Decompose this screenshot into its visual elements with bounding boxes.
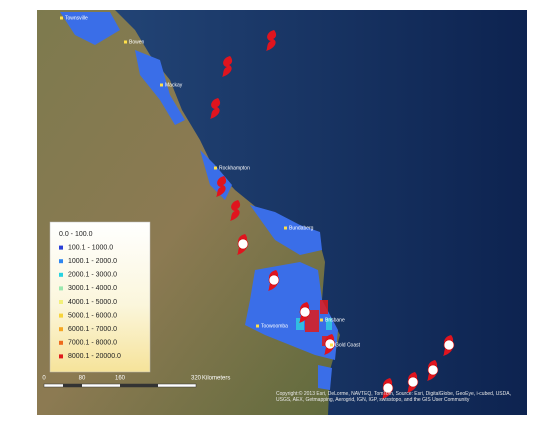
legend-box	[49, 221, 151, 373]
place-labels: Townsville Bowen Mackay Rockhampton Bundaber…	[60, 15, 361, 348]
cyclone-swirl	[210, 98, 221, 119]
cyclone-icon	[266, 30, 277, 51]
legend-swatch	[59, 313, 63, 318]
place-label: Rockhampton	[219, 165, 250, 171]
cyclone-swirl	[230, 200, 241, 221]
place-marker	[330, 343, 333, 347]
place-marker	[320, 318, 323, 322]
cyclone-swirl	[216, 176, 227, 197]
place-label: Bundaberg	[289, 225, 314, 231]
cyclone-icon	[222, 56, 233, 77]
cyclone-eye	[382, 382, 394, 394]
legend-swatch	[59, 340, 63, 345]
cyclone-eye	[443, 339, 455, 351]
place-label: Brisbane	[325, 317, 345, 323]
place-label: Bowen	[129, 39, 145, 45]
scale-tick-label: 160	[115, 376, 126, 382]
scale-bar-seg	[120, 384, 158, 387]
legend-label: 4000.1 - 5000.0	[68, 299, 117, 306]
scale-tick-label: 320	[191, 376, 202, 382]
legend-swatch	[59, 245, 63, 250]
legend-swatch	[59, 354, 63, 359]
place-marker	[60, 16, 63, 20]
legend-swatch	[59, 300, 63, 304]
attribution: Copyright:© 2013 Esri, DeLorme, NAVTEQ, …	[276, 391, 511, 403]
place-marker	[160, 83, 163, 87]
legend-label: 3000.1 - 4000.0	[68, 285, 117, 292]
legend-label: 6000.1 - 7000.0	[68, 326, 117, 333]
cyclone-icon	[268, 270, 280, 291]
cyclone-icon	[299, 302, 311, 323]
place-marker	[256, 324, 259, 328]
scale-bar: 0 80 160 320 Kilometers	[42, 376, 230, 388]
cyclone-swirl	[222, 56, 233, 77]
cyclone-eye	[407, 376, 419, 388]
legend-label: 5000.1 - 6000.0	[68, 312, 117, 319]
cyclone-eye	[299, 306, 311, 318]
legend-label: 2000.1 - 3000.0	[68, 272, 117, 279]
legend-swatch	[59, 272, 63, 277]
scale-tick-label: 0	[42, 376, 46, 382]
cyclone-swirl	[266, 30, 277, 51]
cyclone-icon	[237, 234, 249, 255]
cyclone-icon	[230, 200, 241, 221]
cyclone-icon	[216, 176, 227, 197]
legend-label: 7000.1 - 8000.0	[68, 340, 117, 347]
scale-unit: Kilometers	[202, 376, 230, 382]
place-label: Gold Coast	[335, 342, 361, 348]
scale-bar-seg	[63, 384, 82, 387]
place-marker	[214, 166, 217, 170]
legend-swatch	[59, 259, 63, 264]
cyclone-icon	[382, 378, 394, 399]
cyclone-icon	[443, 335, 455, 356]
cyclone-icon	[427, 360, 439, 381]
cyclone-tracks	[210, 30, 455, 399]
legend-label: 8000.1 - 20000.0	[68, 353, 121, 360]
legend-label: 100.1 - 1000.0	[68, 244, 113, 251]
legend-swatch	[59, 327, 63, 332]
cyclone-eye	[427, 364, 439, 376]
legend: 0.0 - 100.0 100.1 - 1000.0 1000.1 - 2000.0…	[59, 231, 121, 360]
scale-tick-label: 80	[79, 376, 86, 382]
place-marker	[284, 226, 287, 230]
flood-shallow	[296, 318, 332, 330]
place-marker	[124, 40, 127, 44]
cyclone-icon	[210, 98, 221, 119]
legend-label: 0.0 - 100.0	[59, 231, 93, 238]
cyclone-eye	[268, 274, 280, 286]
cyclone-icon	[407, 372, 419, 393]
cyclone-eye	[237, 238, 249, 250]
flood-areas	[60, 12, 338, 390]
legend-label: 1000.1 - 2000.0	[68, 258, 117, 265]
place-label: Toowoomba	[261, 323, 288, 329]
place-label: Townsville	[65, 15, 88, 21]
legend-swatch	[59, 286, 63, 291]
place-label: Mackay	[165, 82, 183, 88]
